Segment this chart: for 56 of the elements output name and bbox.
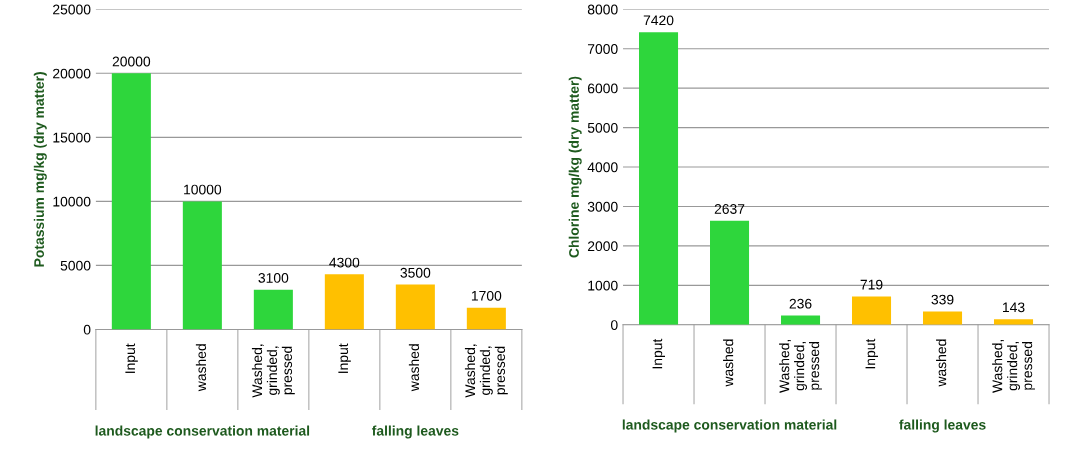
y-tick-label: 8000 [587,4,618,15]
y-tick-label: 2000 [587,241,618,252]
x-tick-label: Washed, grinded, pressed [251,344,295,398]
x-tick-label: Washed, grinded, pressed [992,339,1035,393]
x-tick-label: washed [936,339,947,387]
bar [923,311,963,325]
y-tick-label: 0 [83,324,91,335]
bar [639,32,679,325]
bar [253,289,293,330]
y-tick-label: 7000 [587,44,618,54]
y-axis-title: Potassium mg/kg (dry matter) [33,72,47,267]
y-tick-label: 25000 [53,4,91,15]
x-tick-label: Input [338,343,351,373]
x-tick-label: Washed, grinded, pressed [779,339,822,393]
x-tick-label: washed [195,344,207,392]
y-tick-label: 3000 [587,201,618,212]
x-tick-label: Washed, grinded, pressed [464,344,508,398]
y-tick-label: 20000 [53,68,91,79]
y-tick-label: 5000 [587,122,618,133]
x-tick-label: Input [865,338,878,369]
text: landscape conservation material [95,425,310,439]
y-tick-label: 0 [610,320,618,330]
data-label: 3100 [258,272,289,283]
data-label: 339 [931,294,954,305]
text: falling leaves [371,425,459,439]
bar [466,307,506,330]
y-tick-label: 6000 [587,83,618,94]
data-label: 236 [789,298,812,309]
bar [182,201,222,330]
x-tick-label: Input [652,338,665,369]
data-label: 7420 [643,15,674,26]
data-label: 143 [1003,302,1025,313]
y-axis-title: Chlorine mg/kg (dry matter) [568,76,582,258]
data-label: 719 [860,279,883,290]
x-tick-label: washed [723,339,734,387]
y-tick-label: 1000 [588,280,618,291]
bar [781,315,821,325]
bar [710,220,750,325]
x-tick-label: washed [408,344,420,392]
bar [395,284,435,330]
data-label: 10000 [184,184,222,195]
bar [852,296,892,325]
y-tick-label: 15000 [53,132,91,143]
y-tick-label: 10000 [53,196,91,207]
bar [111,73,151,330]
y-tick-label: 5000 [60,260,91,271]
text: landscape conservation material [622,419,837,433]
data-label: 2637 [714,204,745,214]
data-label: 3500 [400,267,431,278]
x-tick-label: Input [125,343,138,373]
data-label: 20000 [112,56,151,67]
text: falling leaves [899,419,986,433]
data-label: 1700 [471,290,502,301]
y-tick-label: 4000 [587,162,618,173]
data-label: 4300 [329,257,360,268]
bar [324,274,364,330]
